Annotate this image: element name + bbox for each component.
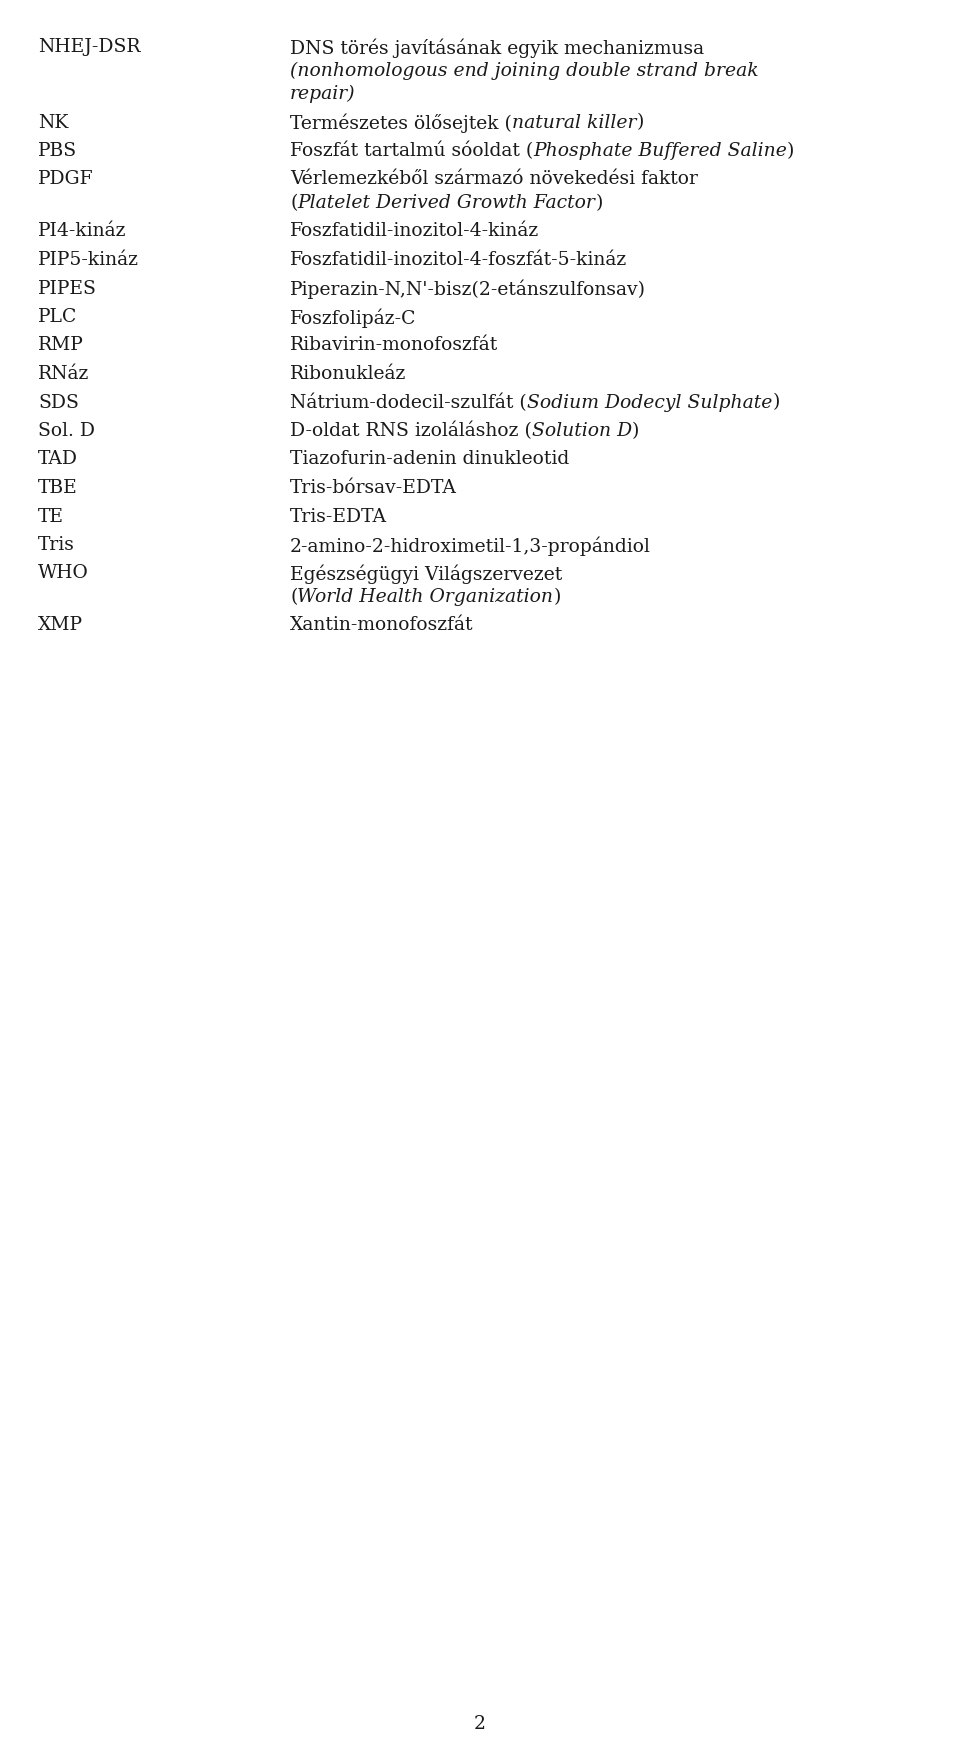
Text: DNS törés javításának egyik mechanizmusa: DNS törés javításának egyik mechanizmusa bbox=[290, 39, 704, 58]
Text: SDS: SDS bbox=[38, 393, 79, 411]
Text: Sodium Dodecyl Sulphate: Sodium Dodecyl Sulphate bbox=[527, 393, 772, 411]
Text: 2-amino-2-hidroximetil-1,3-propándiol: 2-amino-2-hidroximetil-1,3-propándiol bbox=[290, 536, 651, 555]
Text: ): ) bbox=[772, 393, 780, 411]
Text: Sol. D: Sol. D bbox=[38, 421, 95, 441]
Text: TAD: TAD bbox=[38, 451, 78, 469]
Text: TE: TE bbox=[38, 508, 64, 525]
Text: Ribavirin-monofoszfát: Ribavirin-monofoszfát bbox=[290, 337, 498, 354]
Text: ): ) bbox=[636, 113, 644, 132]
Text: ): ) bbox=[595, 194, 603, 212]
Text: natural killer: natural killer bbox=[512, 113, 636, 132]
Text: Tris: Tris bbox=[38, 536, 75, 554]
Text: Tiazofurin-adenin dinukleotid: Tiazofurin-adenin dinukleotid bbox=[290, 451, 569, 469]
Text: PIPES: PIPES bbox=[38, 280, 97, 298]
Text: NK: NK bbox=[38, 113, 68, 132]
Text: PIP5-kináz: PIP5-kináz bbox=[38, 250, 139, 270]
Text: NHEJ-DSR: NHEJ-DSR bbox=[38, 39, 140, 56]
Text: D-oldat RNS izoláláshoz (: D-oldat RNS izoláláshoz ( bbox=[290, 421, 532, 441]
Text: 2: 2 bbox=[474, 1715, 486, 1733]
Text: Tris-EDTA: Tris-EDTA bbox=[290, 508, 387, 525]
Text: Solution D: Solution D bbox=[532, 421, 632, 441]
Text: PI4-kináz: PI4-kináz bbox=[38, 222, 127, 240]
Text: Piperazin-N,N'-bisz(2-etánszulfonsav): Piperazin-N,N'-bisz(2-etánszulfonsav) bbox=[290, 280, 646, 300]
Text: (: ( bbox=[290, 194, 298, 212]
Text: PDGF: PDGF bbox=[38, 171, 94, 189]
Text: Platelet Derived Growth Factor: Platelet Derived Growth Factor bbox=[298, 194, 595, 212]
Text: XMP: XMP bbox=[38, 617, 83, 635]
Text: Phosphate Buffered Saline: Phosphate Buffered Saline bbox=[533, 143, 787, 160]
Text: PLC: PLC bbox=[38, 309, 78, 326]
Text: ): ) bbox=[553, 589, 561, 606]
Text: PBS: PBS bbox=[38, 143, 77, 160]
Text: repair): repair) bbox=[290, 85, 355, 104]
Text: ): ) bbox=[632, 421, 639, 441]
Text: Ribonukleáz: Ribonukleáz bbox=[290, 365, 406, 383]
Text: World Health Organization: World Health Organization bbox=[298, 589, 553, 606]
Text: Foszfát tartalmú sóoldat (: Foszfát tartalmú sóoldat ( bbox=[290, 143, 533, 160]
Text: Foszfolipáz-C: Foszfolipáz-C bbox=[290, 309, 417, 328]
Text: Xantin-monofoszfát: Xantin-monofoszfát bbox=[290, 617, 473, 635]
Text: Természetes ölősejtek (: Természetes ölősejtek ( bbox=[290, 113, 512, 132]
Text: Foszfatidil-inozitol-4-kináz: Foszfatidil-inozitol-4-kináz bbox=[290, 222, 540, 240]
Text: (: ( bbox=[290, 589, 298, 606]
Text: Tris-bórsav-EDTA: Tris-bórsav-EDTA bbox=[290, 480, 457, 497]
Text: ): ) bbox=[787, 143, 795, 160]
Text: RNáz: RNáz bbox=[38, 365, 89, 383]
Text: Nátrium-dodecil-szulfát (: Nátrium-dodecil-szulfát ( bbox=[290, 393, 527, 413]
Text: Vérlemezkéből származó növekedési faktor: Vérlemezkéből származó növekedési faktor bbox=[290, 171, 698, 189]
Text: TBE: TBE bbox=[38, 480, 78, 497]
Text: WHO: WHO bbox=[38, 564, 88, 582]
Text: (nonhomologous end joining double strand break: (nonhomologous end joining double strand… bbox=[290, 62, 758, 79]
Text: Egészségügyi Világszervezet: Egészségügyi Világszervezet bbox=[290, 564, 563, 584]
Text: Foszfatidil-inozitol-4-foszfát-5-kináz: Foszfatidil-inozitol-4-foszfát-5-kináz bbox=[290, 250, 627, 270]
Text: RMP: RMP bbox=[38, 337, 84, 354]
